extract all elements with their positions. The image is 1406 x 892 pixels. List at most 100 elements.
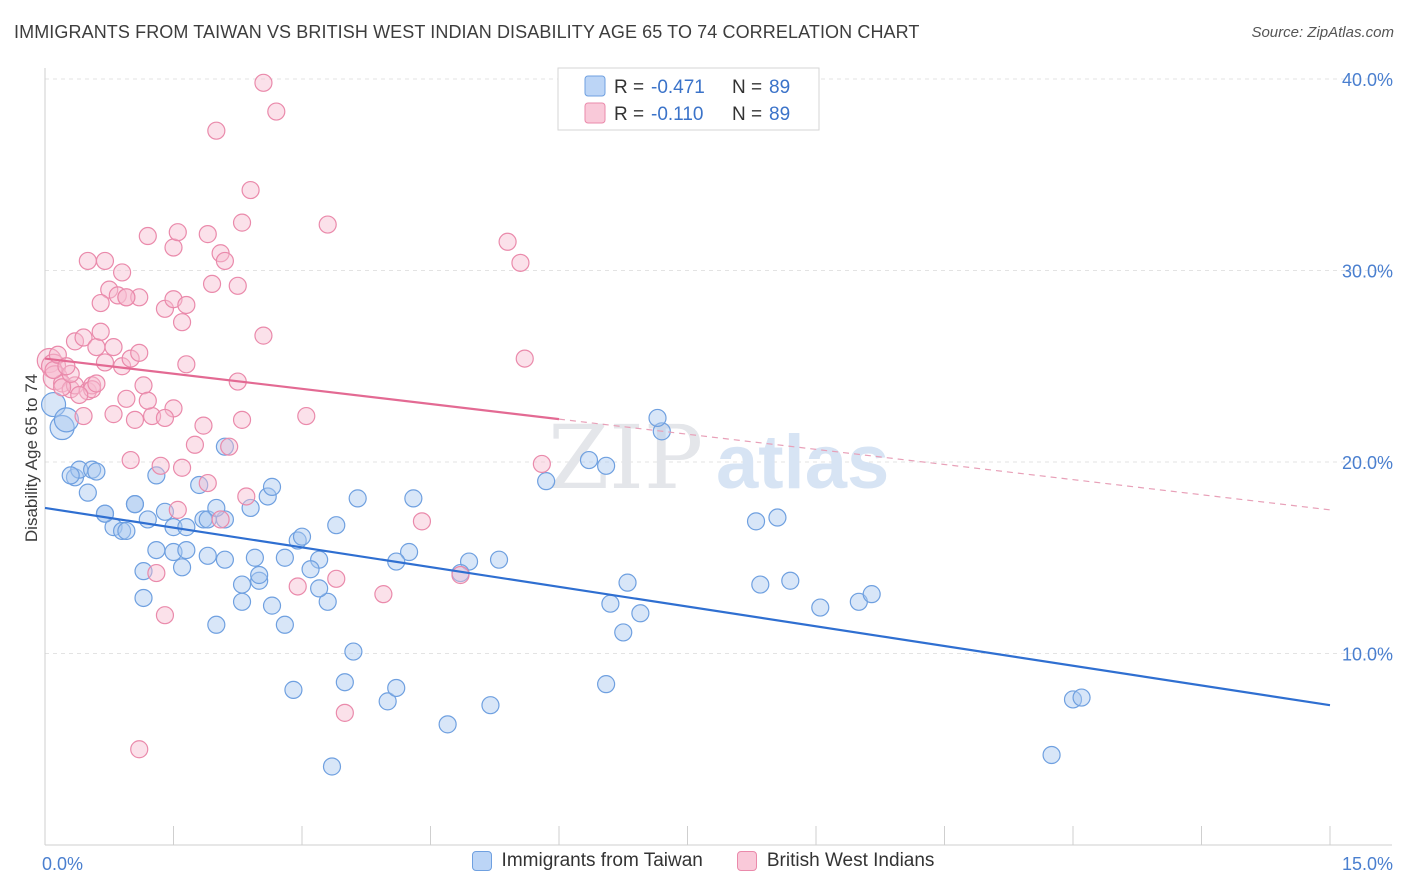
y-axis-label: Disability Age 65 to 74 (22, 374, 41, 542)
trend-line-bwi-extension (558, 418, 1331, 511)
data-point (297, 406, 316, 426)
data-point (374, 585, 393, 604)
data-point (746, 512, 766, 531)
bottom-legend-label-bwi: British West Indians (766, 850, 935, 871)
data-point (404, 489, 423, 508)
data-point (198, 225, 217, 244)
data-point (104, 338, 123, 357)
data-point (215, 550, 234, 569)
data-point (648, 408, 667, 428)
bottom-legend-item-taiwan: Immigrants from Taiwan (471, 850, 703, 872)
watermark: ZIP atlas (548, 406, 889, 509)
data-point (275, 548, 294, 567)
data-point (91, 322, 110, 341)
data-point (245, 548, 264, 567)
data-point (130, 740, 149, 759)
y-tick-label: 10.0% (1342, 645, 1393, 665)
data-point (318, 592, 337, 611)
data-point (781, 571, 800, 590)
data-point (87, 374, 106, 393)
data-point (207, 615, 226, 634)
data-point (104, 405, 123, 424)
data-point (511, 253, 530, 272)
data-point (177, 518, 196, 537)
data-point (438, 715, 457, 734)
data-point (1072, 688, 1091, 707)
data-point (537, 472, 556, 491)
data-point (177, 540, 196, 560)
data-point (61, 466, 80, 485)
data-point (250, 565, 269, 585)
data-point (78, 251, 97, 271)
data-point (228, 276, 247, 295)
data-point (515, 349, 534, 368)
data-point (121, 450, 140, 470)
data-point (112, 521, 132, 541)
data-point (262, 596, 282, 615)
bottom-legend-swatch-bwi (736, 851, 757, 871)
data-point (327, 516, 346, 535)
data-point (168, 223, 187, 242)
data-point (130, 343, 149, 362)
data-point (138, 226, 157, 246)
bottom-legend-swatch-taiwan (471, 851, 492, 871)
data-point (532, 454, 551, 474)
watermark-atlas: atlas (716, 420, 889, 505)
data-point (172, 558, 192, 577)
data-point (134, 376, 153, 395)
legend-n-value-2: 89 (769, 104, 790, 125)
data-point (751, 575, 770, 594)
data-point (151, 456, 170, 475)
data-point (207, 498, 226, 518)
data-point (125, 495, 145, 514)
data-point (215, 251, 234, 271)
data-point (194, 416, 213, 435)
legend-swatch-taiwan (584, 75, 606, 97)
data-point (147, 466, 166, 485)
data-point (318, 215, 337, 234)
data-point (618, 573, 637, 592)
legend-swatch-bwi (584, 102, 606, 124)
data-point (112, 263, 132, 282)
data-point (631, 604, 650, 623)
data-point (95, 251, 115, 271)
data-point (70, 385, 89, 405)
data-point (164, 238, 183, 257)
data-point (1042, 745, 1061, 765)
data-point (117, 521, 136, 541)
trend-lines (44, 357, 1331, 707)
x-tick-label-min: 0.0% (42, 854, 83, 874)
data-point (53, 407, 80, 433)
x-tick-label-max: 15.0% (1342, 854, 1393, 874)
data-point (451, 565, 470, 585)
trend-line-bwi (44, 357, 560, 421)
data-point (220, 437, 239, 456)
data-point (489, 550, 509, 569)
data-point (155, 606, 175, 625)
data-point (335, 703, 354, 722)
data-point (147, 540, 166, 560)
data-point (601, 594, 620, 613)
legend-r-label-1: R = (614, 77, 644, 98)
data-point (53, 378, 72, 397)
data-point (232, 592, 252, 611)
data-point (65, 332, 85, 351)
data-point (614, 623, 633, 642)
data-point (211, 510, 230, 529)
data-point (95, 504, 115, 523)
data-point (412, 512, 432, 531)
bottom-legend-item-bwi: British West Indians (736, 850, 935, 872)
data-point (288, 577, 307, 596)
x-tick-labels: 0.0% 15.0% (42, 854, 1393, 874)
legend-n-label-2: N = (732, 104, 762, 125)
data-point (172, 313, 192, 332)
data-point (378, 692, 397, 711)
data-point (237, 487, 256, 506)
data-point (241, 498, 260, 518)
data-point (310, 579, 329, 598)
data-point (49, 414, 75, 441)
data-point (262, 477, 282, 496)
data-point (130, 288, 149, 307)
data-point (267, 102, 286, 121)
y-tick-label: 30.0% (1342, 262, 1393, 282)
